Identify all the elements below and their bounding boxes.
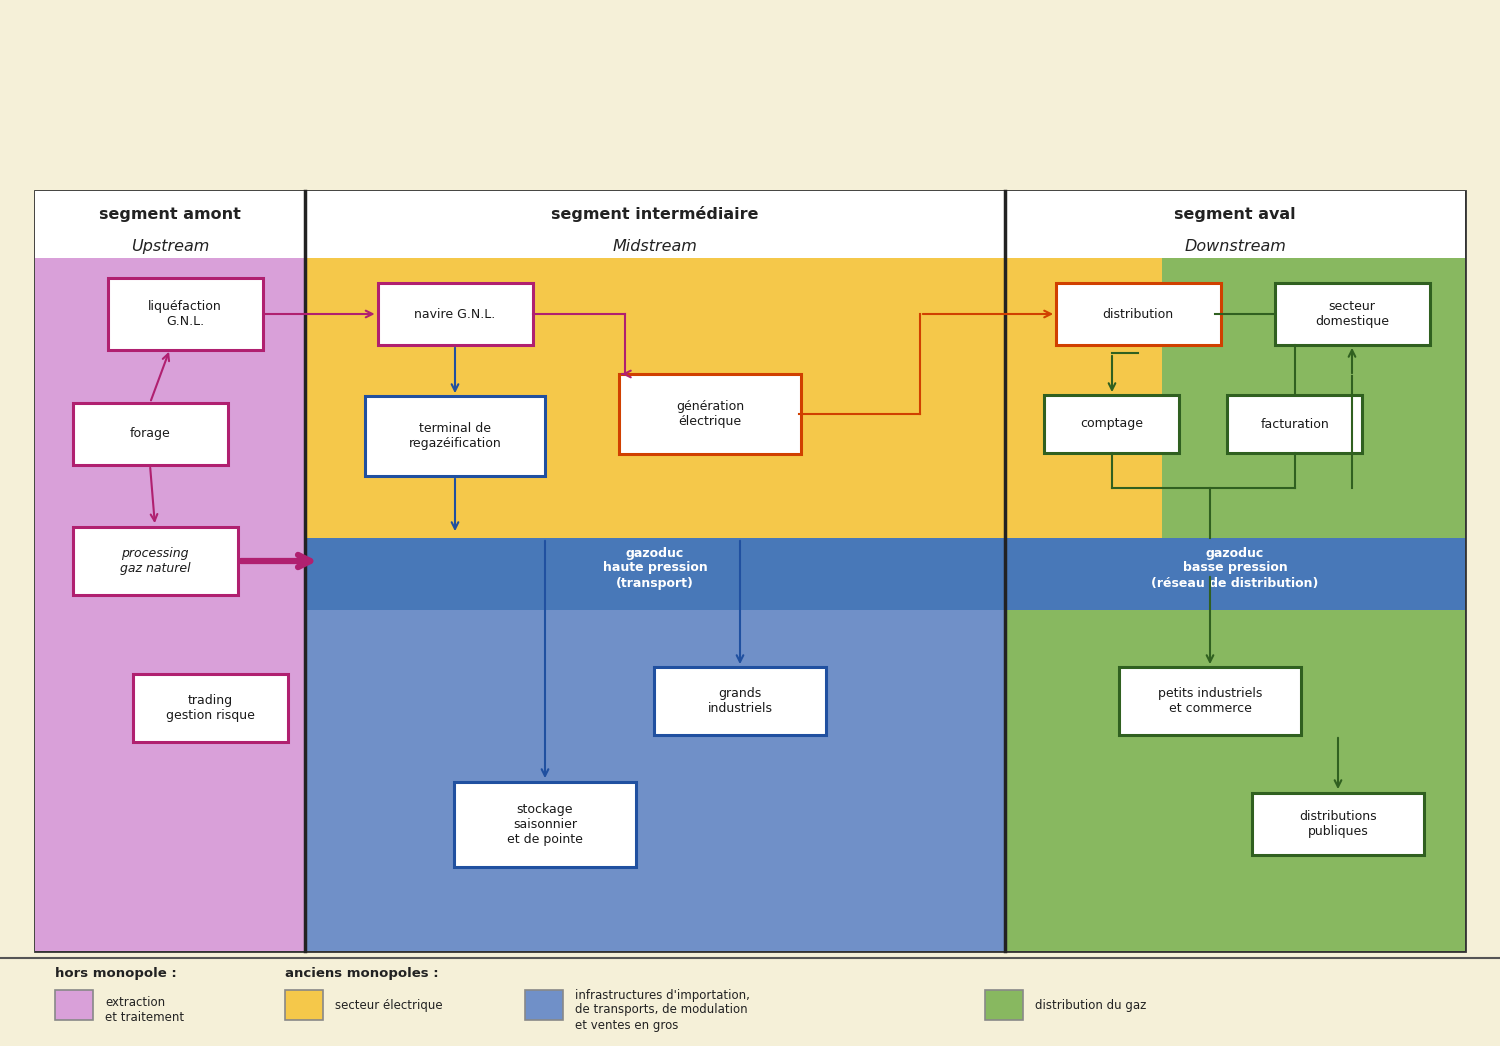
FancyBboxPatch shape xyxy=(1162,258,1466,538)
FancyBboxPatch shape xyxy=(620,374,801,454)
Text: petits industriels
et commerce: petits industriels et commerce xyxy=(1158,687,1262,715)
FancyBboxPatch shape xyxy=(986,990,1023,1020)
Text: secteur électrique: secteur électrique xyxy=(334,999,442,1011)
FancyBboxPatch shape xyxy=(34,191,1466,951)
FancyBboxPatch shape xyxy=(304,538,1005,951)
Text: génération
électrique: génération électrique xyxy=(676,400,744,428)
Text: distribution du gaz: distribution du gaz xyxy=(1035,999,1146,1011)
FancyBboxPatch shape xyxy=(1056,283,1221,345)
Text: segment aval: segment aval xyxy=(1174,207,1296,222)
Text: comptage: comptage xyxy=(1080,417,1143,431)
Text: distributions
publiques: distributions publiques xyxy=(1299,810,1377,838)
Text: processing
gaz naturel: processing gaz naturel xyxy=(120,547,190,575)
FancyBboxPatch shape xyxy=(108,278,262,350)
Text: gazoduc
haute pression
(transport): gazoduc haute pression (transport) xyxy=(603,546,708,590)
Text: navire G.N.L.: navire G.N.L. xyxy=(414,308,495,320)
Text: trading
gestion risque: trading gestion risque xyxy=(165,693,255,722)
Text: segment intermédiaire: segment intermédiaire xyxy=(552,206,759,223)
FancyBboxPatch shape xyxy=(304,258,1005,538)
Text: Midstream: Midstream xyxy=(612,238,698,254)
FancyBboxPatch shape xyxy=(34,191,1466,258)
Text: terminal de
regazéification: terminal de regazéification xyxy=(408,422,501,450)
Text: extraction
et traitement: extraction et traitement xyxy=(105,996,184,1024)
FancyBboxPatch shape xyxy=(72,403,228,465)
FancyBboxPatch shape xyxy=(72,527,237,595)
FancyBboxPatch shape xyxy=(454,781,636,866)
FancyBboxPatch shape xyxy=(378,283,532,345)
Text: distribution: distribution xyxy=(1102,308,1173,320)
Text: hors monopole :: hors monopole : xyxy=(56,967,177,979)
FancyBboxPatch shape xyxy=(1005,538,1466,610)
FancyBboxPatch shape xyxy=(525,990,562,1020)
Text: liquéfaction
G.N.L.: liquéfaction G.N.L. xyxy=(148,300,222,328)
Text: anciens monopoles :: anciens monopoles : xyxy=(285,967,438,979)
Text: grands
industriels: grands industriels xyxy=(708,687,772,715)
FancyBboxPatch shape xyxy=(1252,793,1424,855)
FancyBboxPatch shape xyxy=(1275,283,1430,345)
FancyBboxPatch shape xyxy=(132,674,288,742)
FancyBboxPatch shape xyxy=(34,258,305,951)
Text: Upstream: Upstream xyxy=(130,238,209,254)
FancyBboxPatch shape xyxy=(1005,258,1162,538)
FancyBboxPatch shape xyxy=(1005,538,1466,951)
Text: Downstream: Downstream xyxy=(1184,238,1286,254)
Text: stockage
saisonnier
et de pointe: stockage saisonnier et de pointe xyxy=(507,802,584,845)
FancyBboxPatch shape xyxy=(1119,667,1300,735)
FancyBboxPatch shape xyxy=(304,538,1005,610)
FancyBboxPatch shape xyxy=(285,990,322,1020)
Text: gazoduc
basse pression
(réseau de distribution): gazoduc basse pression (réseau de distri… xyxy=(1152,546,1318,590)
Text: facturation: facturation xyxy=(1260,417,1329,431)
Text: forage: forage xyxy=(129,428,171,440)
Text: segment amont: segment amont xyxy=(99,207,242,222)
FancyBboxPatch shape xyxy=(364,396,544,476)
FancyBboxPatch shape xyxy=(654,667,826,735)
FancyBboxPatch shape xyxy=(1044,395,1179,453)
FancyBboxPatch shape xyxy=(1227,395,1362,453)
Text: infrastructures d'importation,
de transports, de modulation
et ventes en gros: infrastructures d'importation, de transp… xyxy=(574,988,750,1031)
Text: secteur
domestique: secteur domestique xyxy=(1316,300,1389,328)
FancyBboxPatch shape xyxy=(56,990,93,1020)
